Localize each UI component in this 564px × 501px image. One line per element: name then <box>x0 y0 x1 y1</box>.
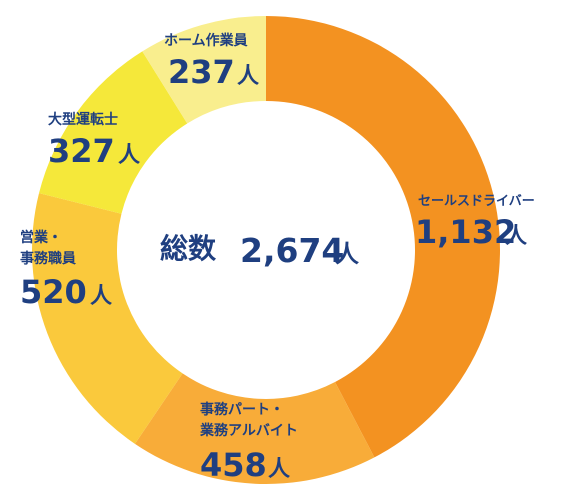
label-office-2: 事務職員 <box>20 250 76 267</box>
slice-3 <box>39 51 188 214</box>
slice-4 <box>142 16 266 124</box>
label-part-time: 事務パート・ <box>200 401 284 418</box>
value-home-worker: 237 <box>168 53 235 91</box>
slice-0 <box>266 16 501 458</box>
total-unit: 人 <box>335 240 359 268</box>
value-part-time: 458 <box>200 446 267 484</box>
unit-sales-driver: 人 <box>505 224 527 249</box>
label-heavy-driver: 大型運転士 <box>48 111 118 128</box>
unit-office: 人 <box>90 284 112 309</box>
total-value: 2,674 <box>240 231 344 270</box>
center-label: 総数 <box>160 232 217 265</box>
value-office: 520 <box>20 273 87 311</box>
label-office: 営業・ <box>20 229 62 246</box>
value-heavy-driver: 327 <box>48 132 115 170</box>
slice-2 <box>31 193 183 444</box>
unit-part-time: 人 <box>268 457 290 482</box>
value-sales-driver: 1,132 <box>415 213 516 251</box>
slice-1 <box>134 373 375 484</box>
slices-group <box>31 16 501 484</box>
unit-home-worker: 人 <box>237 64 259 89</box>
label-part-time-2: 業務アルバイト <box>199 422 298 439</box>
unit-heavy-driver: 人 <box>118 143 140 168</box>
label-sales-driver: セールスドライバー <box>418 194 535 209</box>
label-home-worker: ホーム作業員 <box>164 32 248 49</box>
